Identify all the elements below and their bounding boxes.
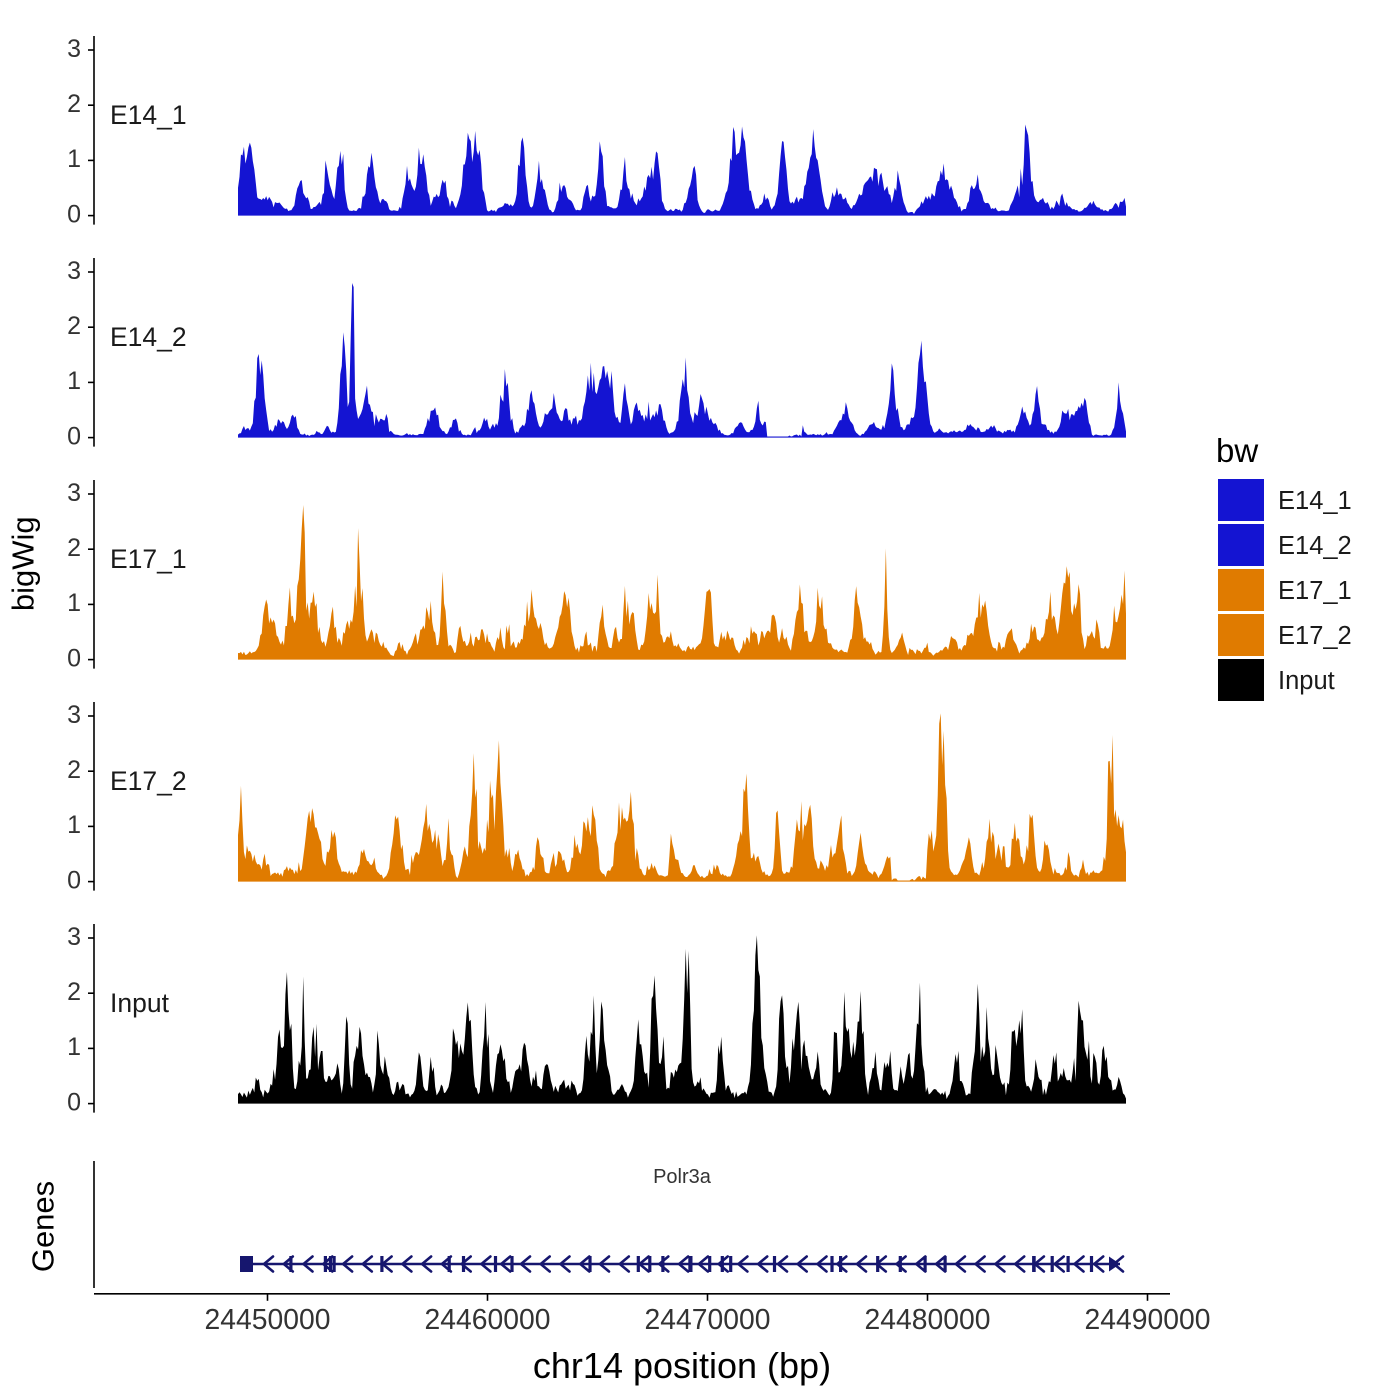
- svg-text:E17_2: E17_2: [110, 766, 187, 796]
- svg-text:0: 0: [67, 1088, 81, 1116]
- svg-text:3: 3: [67, 35, 81, 63]
- svg-text:2: 2: [67, 756, 81, 784]
- svg-text:E17_1: E17_1: [110, 544, 187, 574]
- svg-text:24490000: 24490000: [1085, 1303, 1211, 1335]
- svg-text:Polr3a: Polr3a: [653, 1166, 712, 1188]
- svg-text:1: 1: [67, 589, 81, 617]
- svg-text:0: 0: [67, 200, 81, 228]
- svg-text:1: 1: [67, 145, 81, 173]
- svg-text:chr14 position (bp): chr14 position (bp): [533, 1345, 831, 1386]
- svg-text:2: 2: [67, 312, 81, 340]
- svg-text:bw: bw: [1216, 432, 1258, 469]
- svg-text:E14_2: E14_2: [1278, 532, 1352, 560]
- svg-text:1: 1: [67, 1033, 81, 1061]
- svg-text:2: 2: [67, 978, 81, 1006]
- svg-text:E14_1: E14_1: [1278, 487, 1352, 515]
- svg-text:0: 0: [67, 422, 81, 450]
- svg-text:24450000: 24450000: [205, 1303, 331, 1335]
- svg-text:3: 3: [67, 701, 81, 729]
- svg-text:E17_2: E17_2: [1278, 622, 1352, 650]
- svg-text:bigWig: bigWig: [6, 516, 41, 611]
- svg-text:0: 0: [67, 644, 81, 672]
- svg-text:E14_2: E14_2: [110, 322, 187, 352]
- svg-text:Input: Input: [1278, 667, 1335, 695]
- svg-text:E17_1: E17_1: [1278, 577, 1352, 605]
- svg-text:2: 2: [67, 534, 81, 562]
- svg-text:3: 3: [67, 257, 81, 285]
- svg-text:24470000: 24470000: [645, 1303, 771, 1335]
- svg-text:Genes: Genes: [26, 1181, 61, 1272]
- svg-text:3: 3: [67, 923, 81, 951]
- svg-text:Input: Input: [110, 988, 170, 1018]
- svg-text:1: 1: [67, 811, 81, 839]
- svg-text:E14_1: E14_1: [110, 100, 187, 130]
- svg-text:24480000: 24480000: [865, 1303, 991, 1335]
- svg-text:2: 2: [67, 90, 81, 118]
- svg-text:3: 3: [67, 479, 81, 507]
- svg-text:24460000: 24460000: [425, 1303, 551, 1335]
- svg-text:0: 0: [67, 866, 81, 894]
- svg-text:1: 1: [67, 367, 81, 395]
